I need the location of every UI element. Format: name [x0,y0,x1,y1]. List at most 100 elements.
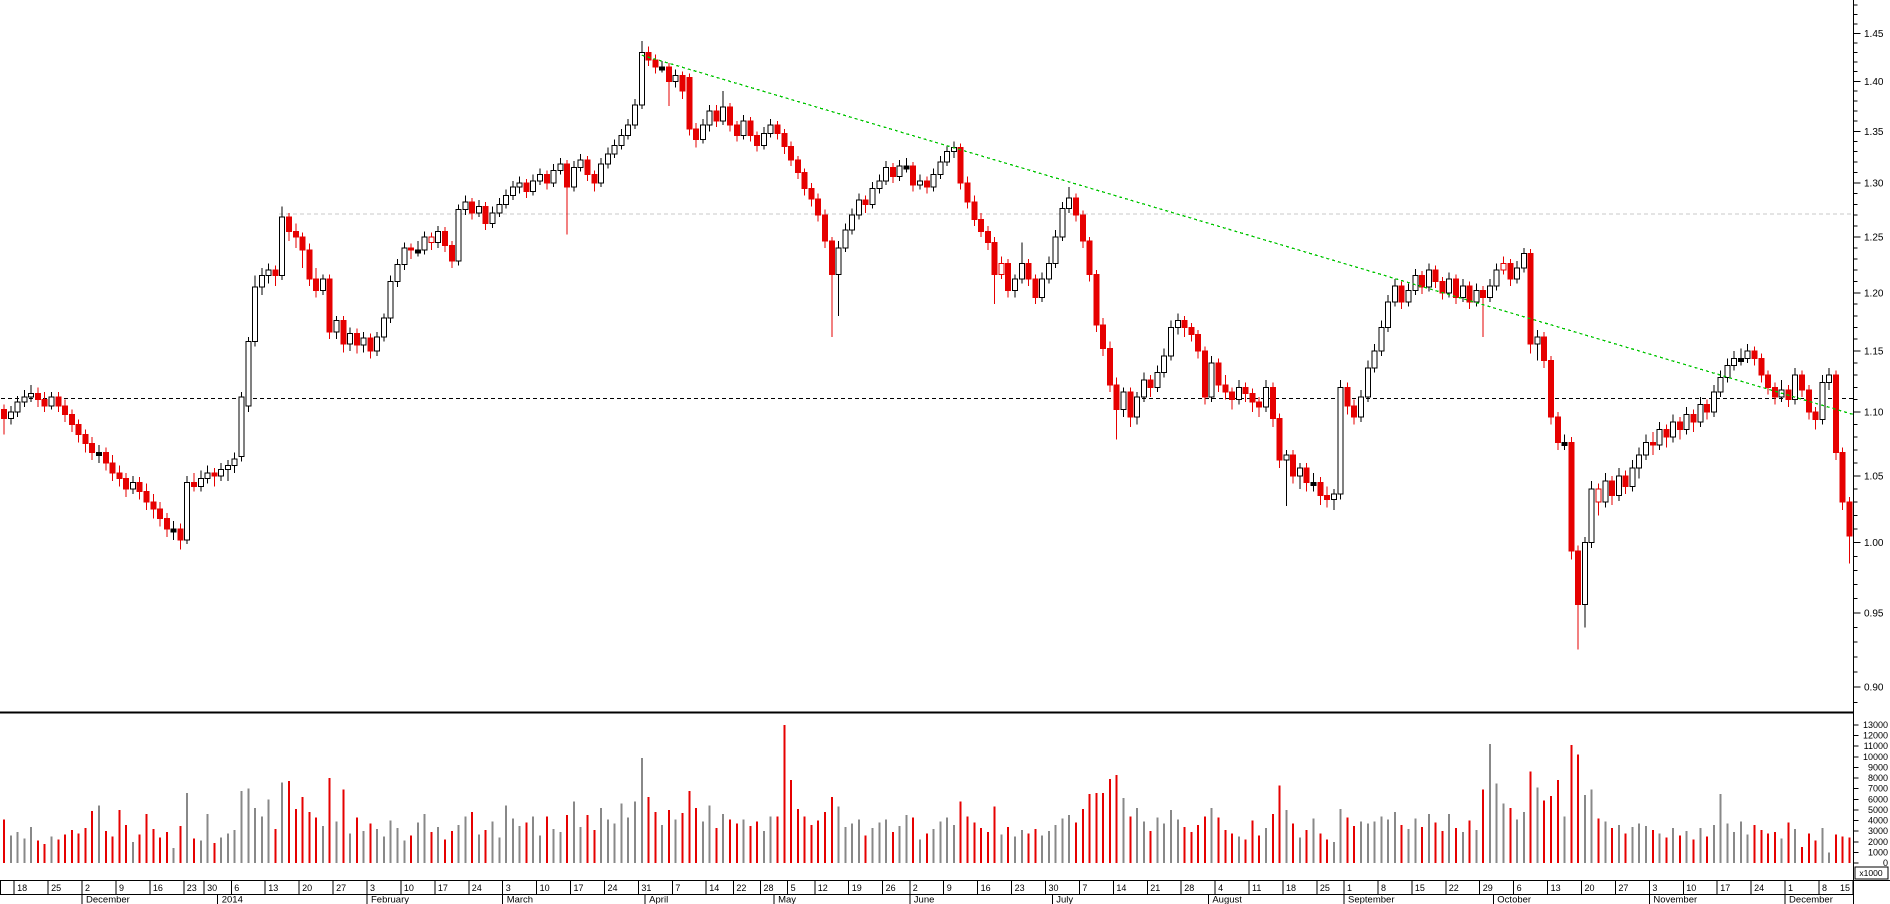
volume-bar [1516,819,1519,863]
volume-bar [1027,833,1030,863]
volume-bar [1373,821,1376,863]
volume-bar [84,827,87,863]
price-tick-label: 0.95 [1864,609,1884,620]
candle [509,180,516,200]
volume-bar [1821,827,1824,863]
candle [1005,258,1012,298]
candle [618,129,625,150]
volume-bar [993,806,996,863]
candle [950,141,957,158]
volume-bar [281,782,284,863]
candle [1398,281,1405,309]
volume-bar [1007,826,1010,863]
candle [455,204,462,266]
volume-bar [1258,835,1261,863]
week-label: 8 [1822,883,1827,893]
volume-bar [735,823,738,863]
candle [1215,358,1222,393]
volume-bar [199,840,202,863]
volume-bar [532,816,535,863]
week-label: 11 [1252,883,1261,893]
volume-bar [1387,819,1390,863]
candle [1704,399,1711,420]
candle [835,241,842,316]
candle [62,399,69,423]
month-label: December [86,895,130,904]
volume-bar [1692,839,1695,863]
volume-bar [1203,816,1206,863]
month-label: May [778,895,796,904]
candle [1581,537,1588,628]
volume-bar [851,823,854,863]
volume-bar [817,820,820,863]
volume-bar [844,826,847,863]
candle [1310,473,1317,492]
candle [1412,268,1419,296]
candle [1534,329,1541,361]
volume-bar [1841,836,1844,863]
candle [258,267,265,296]
price-tick-label: 1.45 [1864,29,1884,40]
volume-bar [1353,825,1356,863]
candle [1697,397,1704,428]
volume-bar [952,824,955,863]
volume-bar [491,821,494,863]
candle [1765,370,1772,395]
volume-bar [1760,830,1763,863]
candle [842,223,849,253]
week-label: 7 [675,883,680,893]
volume-bar [1638,823,1641,863]
candle [190,473,197,492]
volume-bar [505,805,508,863]
volume-bar [525,822,528,863]
candle [1846,496,1853,564]
volume-bar [1217,817,1220,863]
month-label: August [1212,895,1242,904]
candle [903,157,910,173]
candle [1649,432,1656,456]
volume-bar [1773,832,1776,863]
week-label: 17 [438,883,448,893]
volume-bar [695,807,698,863]
candle [801,168,808,196]
volume-bar [1285,809,1288,863]
volume-bar [1706,836,1709,863]
price-tick-label: 1.20 [1864,288,1884,299]
volume-bar [111,836,114,863]
volume-bar [1319,833,1322,863]
horizontal-guide-lines [1,213,1854,400]
candle [1507,258,1514,286]
volume-bar [104,831,107,863]
candle [333,315,340,340]
candle [991,236,998,305]
candle [1168,320,1175,361]
candle [1452,274,1459,305]
volume-bar [742,819,745,863]
week-label: 14 [1116,883,1126,893]
candle [1839,447,1846,511]
volume-tick-label: 2000 [1868,837,1888,847]
volume-bar [1081,808,1084,863]
candle [82,429,89,453]
volume-bar [1393,812,1396,863]
candle [347,327,354,352]
volume-bar [1651,830,1654,863]
candle [1446,272,1453,298]
volume-bar [857,819,860,863]
week-label: 22 [1449,883,1459,893]
candle [659,60,666,73]
candle [1724,358,1731,383]
candle [916,174,923,190]
candle [652,54,659,74]
volume-bar [335,821,338,863]
candle [1785,384,1792,408]
candle [340,315,347,353]
candle [964,176,971,209]
volume-bar [1265,827,1268,863]
volume-bar [301,797,304,863]
month-label: October [1497,895,1531,904]
candle [1229,387,1236,410]
week-label: 31 [641,883,651,893]
week-label: 3 [1652,883,1657,893]
